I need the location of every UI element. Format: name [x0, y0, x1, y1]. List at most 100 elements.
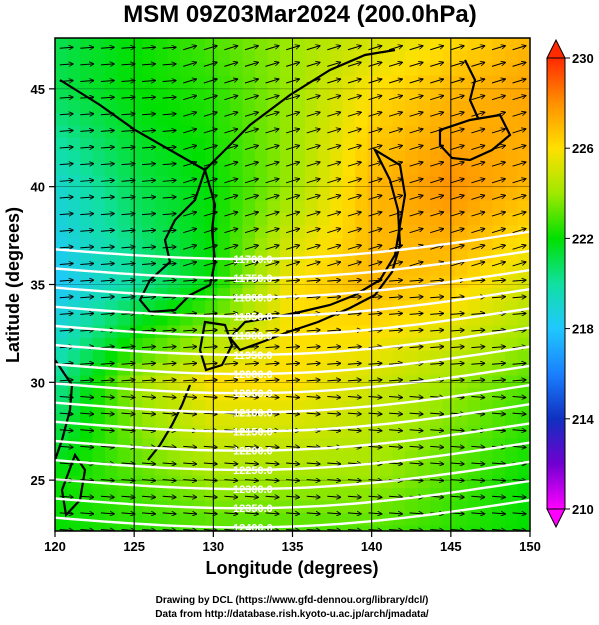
field-cell [367, 350, 381, 364]
field-cell [492, 275, 506, 289]
field-cell [405, 350, 419, 364]
field-cell [367, 75, 381, 89]
field-cell [280, 438, 294, 452]
field-cell [442, 88, 456, 102]
field-cell [355, 313, 369, 327]
wind-arrow [409, 62, 423, 67]
field-cell [255, 125, 269, 139]
field-cell [280, 63, 294, 77]
field-cell [392, 500, 406, 514]
field-cell [130, 400, 144, 414]
wind-arrow [59, 64, 73, 65]
wind-arrow [183, 446, 196, 447]
field-cell [480, 525, 494, 531]
field-cell [517, 63, 530, 77]
wind-arrow [224, 96, 237, 101]
field-cell [167, 463, 181, 477]
field-cell [330, 488, 344, 502]
wind-arrow [100, 446, 114, 447]
field-cell [505, 275, 519, 289]
field-cell [217, 475, 231, 489]
field-cell [505, 200, 519, 214]
field-cell [180, 325, 194, 339]
wind-arrow [368, 229, 382, 234]
field-cell [130, 163, 144, 177]
field-cell [155, 275, 169, 289]
wind-arrow [100, 180, 114, 181]
wind-arrow [265, 112, 279, 117]
field-cell [380, 125, 394, 139]
field-cell [180, 213, 194, 227]
field-cell [280, 175, 294, 189]
field-cell [242, 238, 256, 252]
wind-arrow [142, 81, 155, 82]
field-cell [92, 500, 106, 514]
wind-arrow [121, 64, 135, 65]
field-cell [130, 263, 144, 277]
field-cell [117, 188, 131, 202]
field-cell [330, 263, 344, 277]
wind-arrow [368, 245, 382, 250]
field-cell [230, 213, 244, 227]
field-cell [517, 275, 530, 289]
field-cell [230, 125, 244, 139]
field-cell [517, 250, 530, 264]
field-cell [80, 300, 94, 314]
field-cell [292, 300, 306, 314]
field-cell [280, 38, 294, 52]
wind-arrow [491, 413, 505, 414]
wind-arrow [265, 496, 279, 497]
field-cell [130, 500, 144, 514]
wind-arrow [491, 212, 505, 217]
field-cell [380, 100, 394, 114]
wind-arrow [224, 380, 237, 381]
field-cell [292, 113, 306, 127]
wind-arrow [224, 313, 237, 314]
field-cell [105, 50, 119, 64]
wind-arrow [203, 463, 217, 464]
field-cell [455, 38, 469, 52]
field-cell [180, 275, 194, 289]
field-cell [392, 288, 406, 302]
field-cell [280, 300, 294, 314]
field-cell [55, 50, 69, 64]
field-cell [80, 525, 94, 531]
field-cell [155, 413, 169, 427]
field-cell [230, 400, 244, 414]
field-cell [467, 338, 481, 352]
field-cell [130, 113, 144, 127]
field-cell [467, 450, 481, 464]
field-cell [505, 150, 519, 164]
field-cell [205, 450, 219, 464]
field-cell [480, 513, 494, 527]
wind-arrow [162, 280, 176, 281]
wind-arrow [80, 263, 93, 264]
wind-arrow [368, 195, 382, 200]
wind-arrow [306, 513, 320, 514]
wind-arrow [162, 463, 176, 464]
x-axis-label: Longitude (degrees) [205, 558, 378, 578]
field-cell [392, 475, 406, 489]
field-cell [130, 300, 144, 314]
wind-arrow [471, 195, 484, 200]
field-cell [442, 400, 456, 414]
wind-arrow [491, 179, 505, 184]
wind-arrow [389, 380, 402, 381]
wind-arrow [512, 363, 526, 364]
field-cell [505, 425, 519, 439]
field-cell [205, 100, 219, 114]
field-cell [67, 213, 81, 227]
field-cell [192, 413, 206, 427]
field-cell [442, 175, 456, 189]
field-cell [155, 463, 169, 477]
field-cell [230, 113, 244, 127]
field-cell [355, 163, 369, 177]
wind-arrow [327, 280, 340, 281]
field-cell [517, 425, 530, 439]
wind-arrow [512, 112, 526, 117]
field-cell [117, 88, 131, 102]
wind-arrow [471, 396, 484, 397]
field-cell [130, 63, 144, 77]
field-cell [417, 400, 431, 414]
field-cell [305, 175, 319, 189]
